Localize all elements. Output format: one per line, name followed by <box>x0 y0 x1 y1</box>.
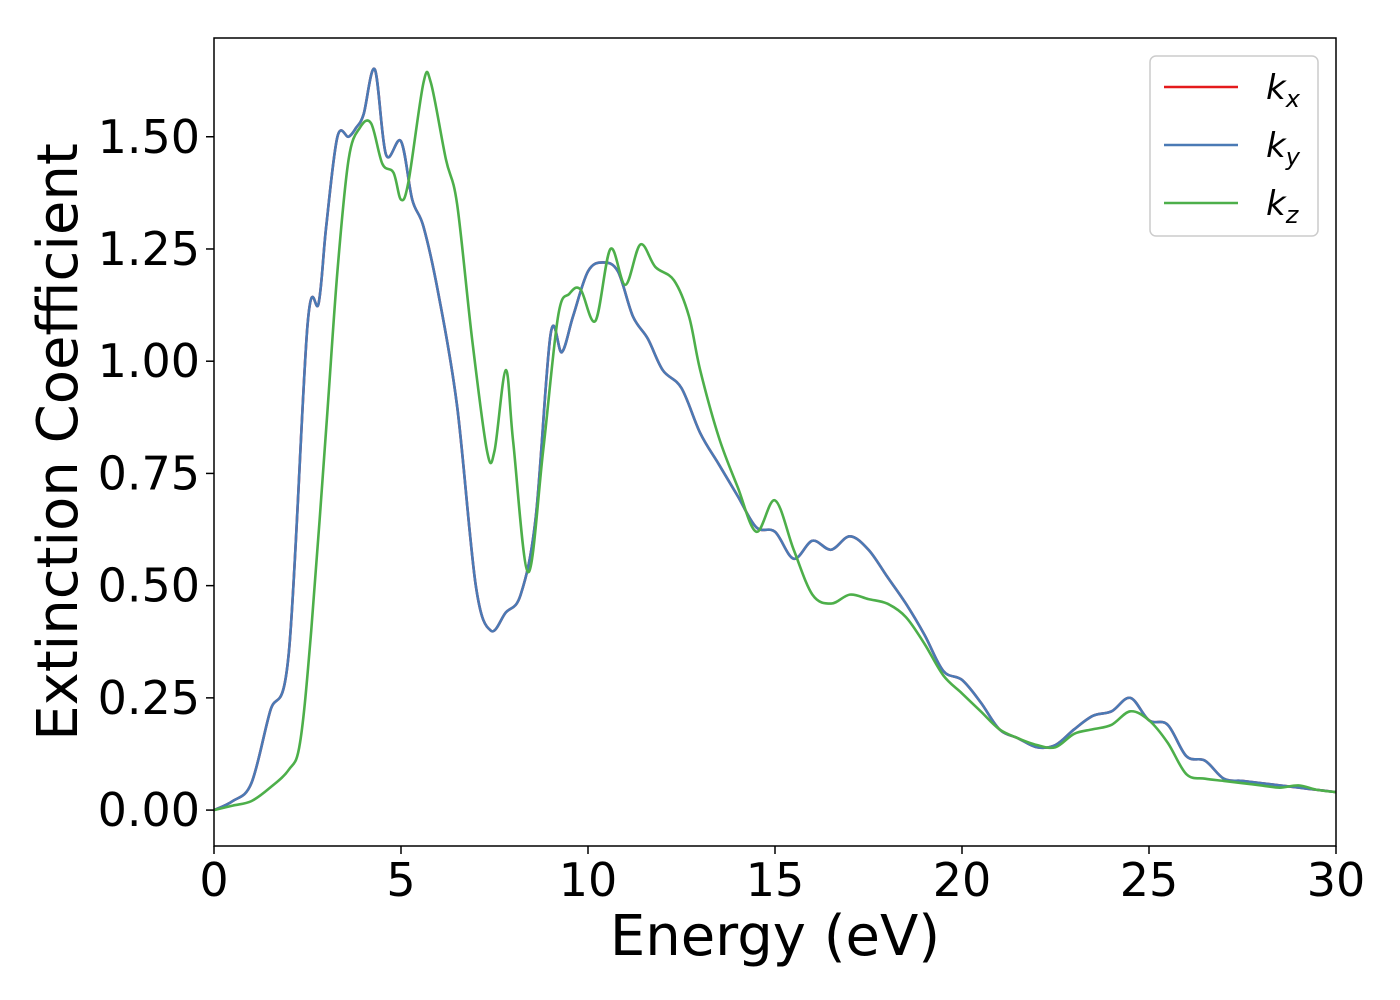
series-line-k-z <box>214 70 1336 812</box>
legend-label-k-y: ky <box>1266 126 1301 171</box>
x-tick-label: 0 <box>199 853 228 907</box>
y-tick-label: 0.50 <box>98 559 200 613</box>
y-tick-label: 0.00 <box>98 783 200 837</box>
legend-label-k-x: kx <box>1266 68 1301 113</box>
x-tick-label: 10 <box>559 853 618 907</box>
x-tick-label: 15 <box>746 853 805 907</box>
y-tick-label: 1.50 <box>98 110 200 164</box>
x-axis-label: Energy (eV) <box>610 904 940 969</box>
y-tick-label: 1.00 <box>98 334 200 388</box>
x-tick-label: 20 <box>933 853 992 907</box>
y-axis-ticks: 0.00 0.25 0.50 0.75 1.00 1.25 1.50 <box>98 110 214 837</box>
y-axis-label: Extinction Coefficient <box>26 143 91 741</box>
legend-label-k-z: kz <box>1266 184 1300 229</box>
y-tick-label: 0.25 <box>98 671 200 725</box>
x-axis-ticks: 0 5 10 15 20 25 30 <box>199 846 1365 907</box>
legend: kx ky kz <box>1149 55 1319 237</box>
x-tick-label: 30 <box>1307 853 1366 907</box>
x-tick-label: 5 <box>386 853 415 907</box>
y-tick-label: 0.75 <box>98 446 200 500</box>
y-tick-label: 1.25 <box>98 222 200 276</box>
series-layer <box>214 67 1336 812</box>
x-tick-label: 25 <box>1120 853 1179 907</box>
series-line-k-y <box>214 67 1336 812</box>
